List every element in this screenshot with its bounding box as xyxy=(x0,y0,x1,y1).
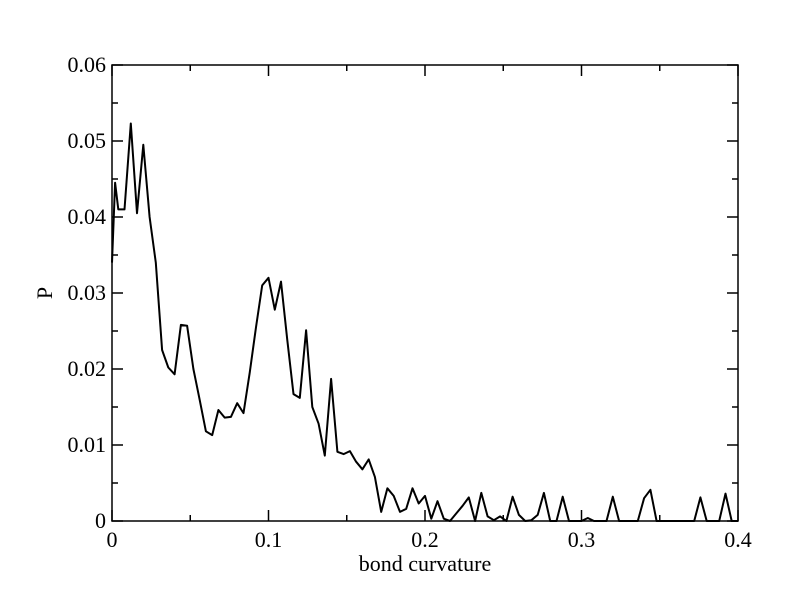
y-tick-label: 0.06 xyxy=(68,52,107,77)
plot-frame xyxy=(111,64,739,522)
y-tick-label: 0.02 xyxy=(68,356,107,381)
y-tick-label: 0.04 xyxy=(68,204,107,229)
data-series-line xyxy=(111,122,738,522)
axis-ticks xyxy=(111,64,739,522)
y-tick-label: 0.03 xyxy=(68,280,107,305)
y-axis-tick-labels: 0 0.01 0.02 0.03 0.04 0.05 0.06 xyxy=(68,52,107,533)
x-tick-label: 0.1 xyxy=(255,527,283,552)
y-axis-title: P xyxy=(32,287,57,299)
y-tick-label: 0.01 xyxy=(68,432,107,457)
y-tick-label: 0.05 xyxy=(68,128,107,153)
y-tick-label: 0 xyxy=(95,508,106,533)
x-tick-label: 0.2 xyxy=(411,527,439,552)
x-tick-label: 0 xyxy=(107,527,118,552)
x-axis-title: bond curvature xyxy=(359,551,492,576)
x-tick-label: 0.4 xyxy=(724,527,752,552)
x-tick-label: 0.3 xyxy=(568,527,596,552)
x-axis-tick-labels: 0 0.1 0.2 0.3 0.4 xyxy=(107,527,752,552)
